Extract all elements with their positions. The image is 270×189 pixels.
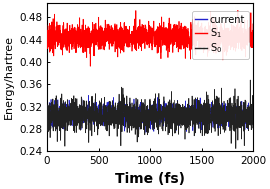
X-axis label: Time (fs): Time (fs) <box>115 172 185 186</box>
Y-axis label: Energy/hartree: Energy/hartree <box>4 35 14 119</box>
Legend: current, S$_1$, S$_0$: current, S$_1$, S$_0$ <box>192 11 249 59</box>
